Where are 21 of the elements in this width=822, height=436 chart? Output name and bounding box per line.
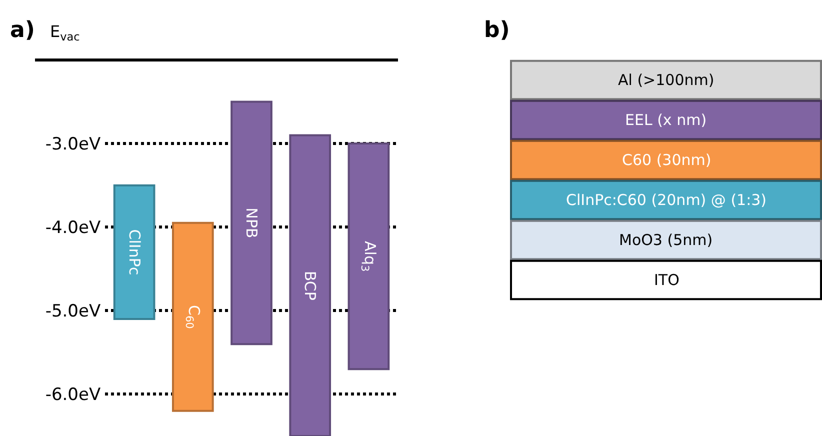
bar — [172, 222, 214, 412]
category-label: MoO3 (5nm) — [619, 231, 713, 249]
category-label: Al (>100nm) — [618, 71, 714, 89]
category-label: C60 (30nm) — [622, 151, 712, 169]
y-tick-label: -6.0eV — [45, 385, 101, 406]
y-tick-label: -5.0eV — [45, 302, 101, 322]
text: b) — [484, 18, 510, 43]
bar — [230, 100, 272, 346]
x-tick-label: ClInPc — [125, 229, 144, 276]
bar — [113, 184, 156, 320]
y-tick-label: -3.0eV — [45, 134, 101, 155]
category-label: ITO — [654, 271, 680, 289]
bar — [348, 142, 390, 370]
x-tick-label: BCP — [301, 270, 320, 300]
y-tick-label: -4.0eV — [45, 218, 101, 238]
text: E$_{vac}$ — [50, 22, 80, 44]
chart-title: a) — [10, 18, 35, 43]
bar — [289, 134, 332, 436]
category-label: ClInPc:C60 (20nm) @ (1:3) — [566, 191, 767, 209]
x-tick-label: NPB — [242, 208, 260, 238]
category-label: EEL (x nm) — [625, 111, 707, 129]
